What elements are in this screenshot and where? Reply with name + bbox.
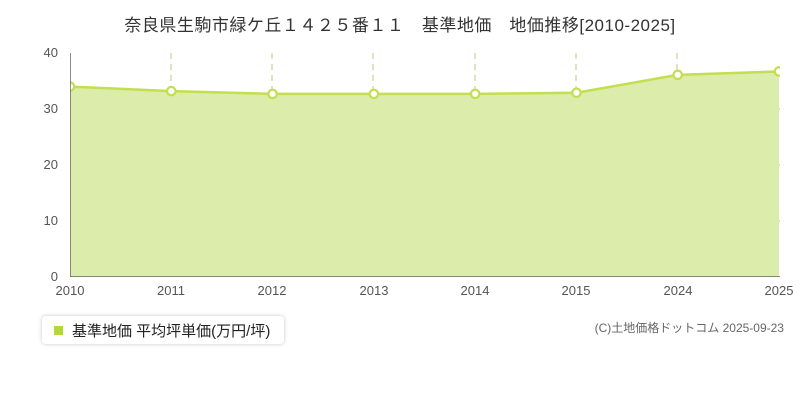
x-tick-label: 2010	[55, 283, 85, 298]
series-markers	[70, 66, 780, 100]
data-point	[70, 81, 76, 92]
data-point	[469, 88, 481, 100]
data-point	[165, 85, 177, 97]
legend-label: 基準地価 平均坪単価(万円/坪)	[72, 322, 271, 340]
series-area-fill	[70, 71, 779, 277]
data-point	[368, 88, 380, 100]
data-point	[672, 69, 684, 81]
chart-legend: 基準地価 平均坪単価(万円/坪)	[42, 316, 285, 344]
y-tick-label: 40	[43, 45, 58, 60]
data-point	[773, 66, 780, 77]
x-tick-label: 2012	[257, 283, 287, 298]
x-tick-label: 2015	[561, 283, 591, 298]
plot-area	[70, 53, 780, 277]
y-tick-label: 30	[43, 101, 58, 116]
y-tick-label: 0	[50, 269, 58, 284]
data-point	[267, 88, 278, 100]
page-title: 奈良県生駒市緑ケ丘１４２５番１１ 基準地価 地価推移[2010-2025]	[124, 16, 676, 35]
x-tick-label: 2013	[359, 283, 389, 298]
series-line	[70, 70, 780, 96]
y-tick-label: 10	[43, 213, 58, 228]
legend-swatch-icon	[54, 325, 63, 335]
x-tick-label: 2024	[663, 283, 693, 298]
x-tick-label: 2011	[157, 283, 185, 298]
y-tick-label: 20	[43, 157, 58, 172]
x-tick-label: 2014	[460, 283, 490, 298]
area-chart-svg	[70, 53, 780, 277]
data-point	[571, 87, 582, 99]
copyright-credit: (C)土地価格ドットコム 2025-09-23	[594, 321, 784, 335]
x-tick-label: 2025	[764, 283, 794, 298]
